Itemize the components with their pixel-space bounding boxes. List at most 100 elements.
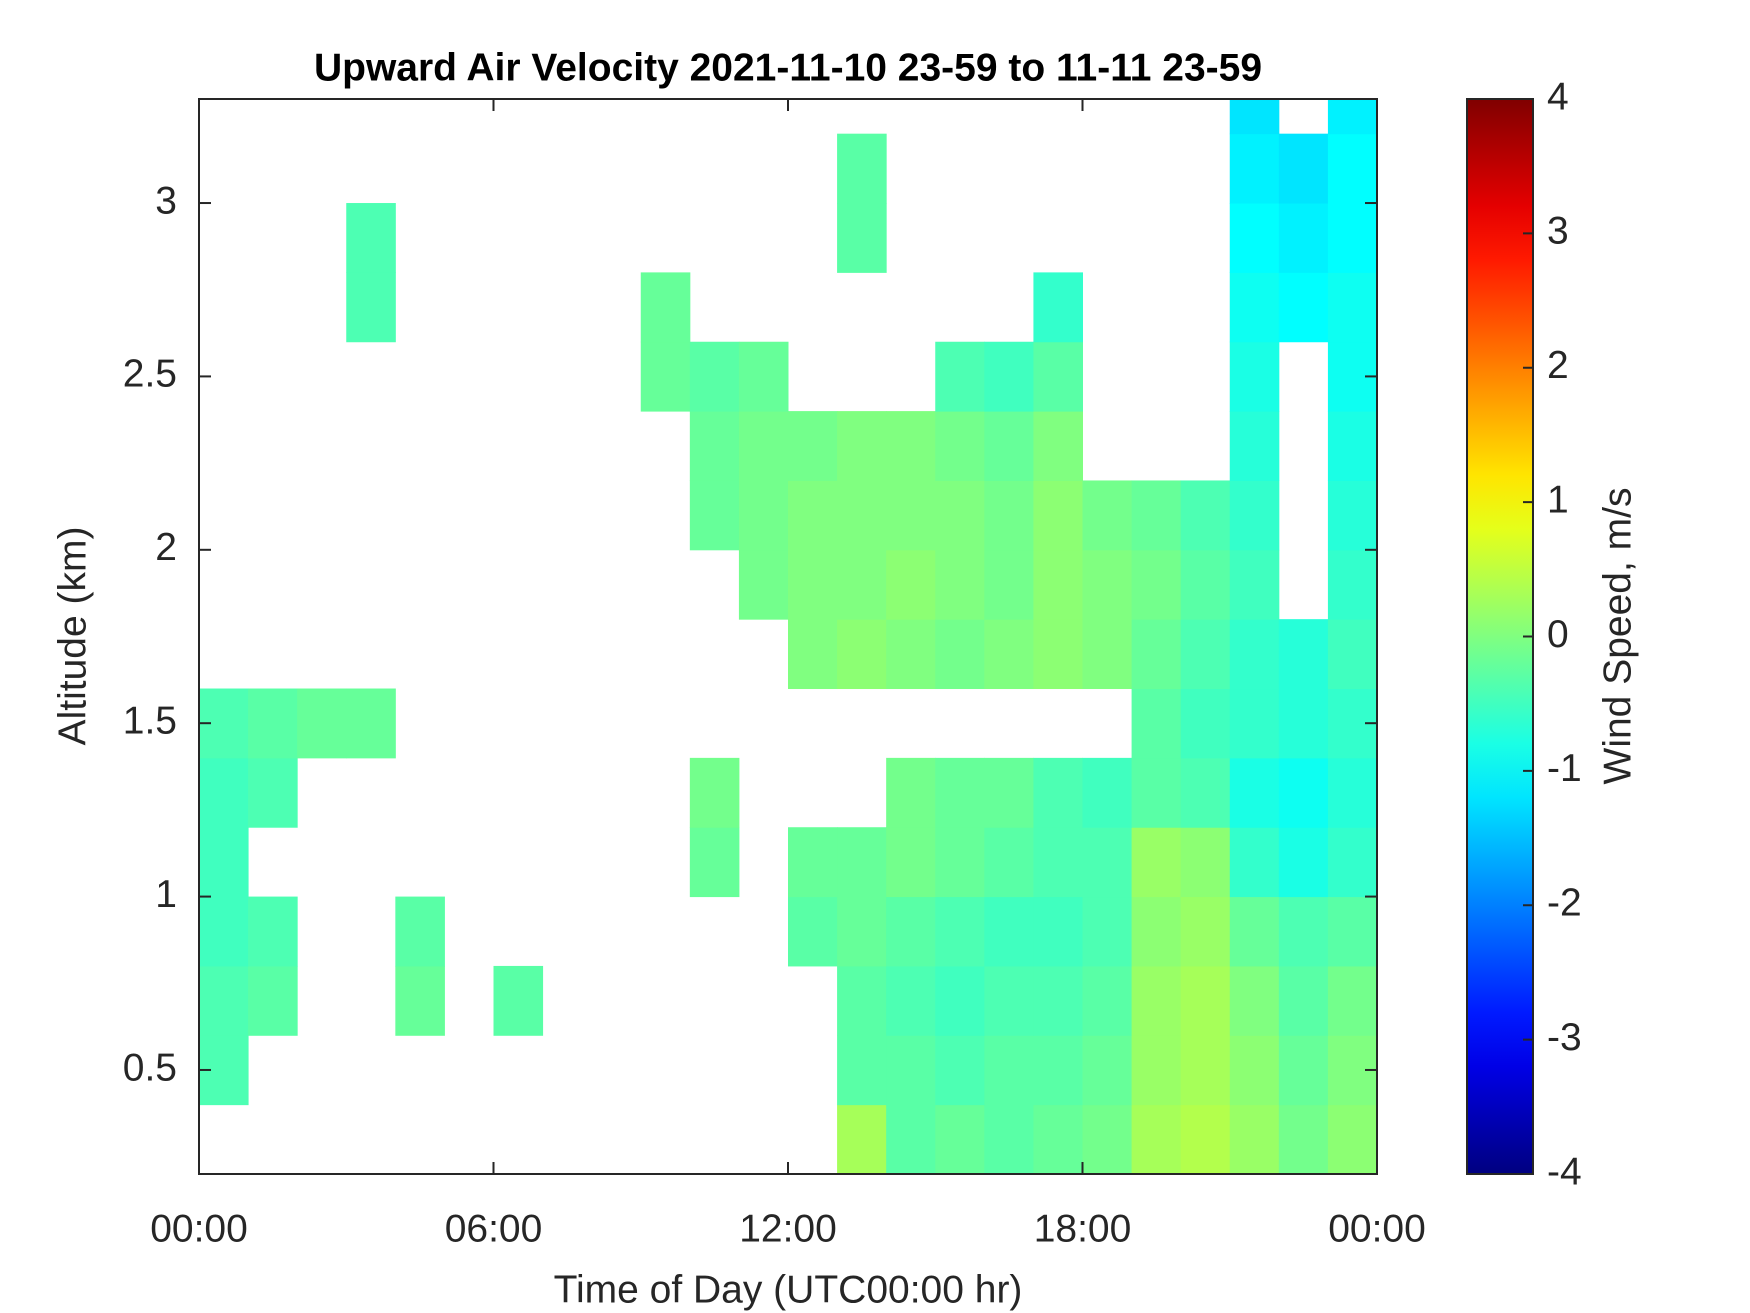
heat-cell [837,549,887,620]
heat-cell [984,341,1034,412]
heat-cell [837,619,887,690]
y-tick-label: 1.5 [123,699,177,742]
heat-cell [493,965,544,1036]
heat-cell [837,480,887,551]
colorbar-tick-label: -3 [1547,1016,1582,1059]
heat-cell [1278,203,1329,273]
y-tick-label: 0.5 [123,1046,177,1089]
heat-cell [346,688,396,759]
heat-cell [1229,1104,1280,1175]
heat-cell [1180,827,1231,898]
heat-cell [788,411,838,481]
x-tick-label: 18:00 [1034,1207,1132,1250]
heat-cell [689,480,740,551]
heat-cell [1180,965,1231,1036]
heat-cell [1327,99,1378,135]
heat-cell [689,757,740,828]
heat-cell [984,619,1034,690]
heat-cell [1229,480,1280,551]
heat-cell [788,480,838,551]
heat-cell [395,965,445,1036]
heat-cell [1180,619,1231,690]
heat-cell [1327,896,1378,967]
heat-cell [689,411,740,481]
heat-cell [248,757,298,828]
heat-cell [1327,1104,1378,1175]
heat-cell [738,341,789,412]
heat-cell [1278,965,1329,1036]
x-tick-label: 00:00 [150,1207,248,1250]
colorbar-label: Wind Speed, m/s [1596,488,1639,785]
heat-cell [1082,619,1133,690]
heat-cell [886,1104,936,1175]
heat-cell [1180,480,1231,551]
heat-cell [984,896,1034,967]
heat-cell [1229,272,1280,343]
heat-cell [886,1035,936,1106]
y-tick-label: 1 [155,873,177,916]
heat-cell [935,757,985,828]
x-tick-label: 06:00 [445,1207,543,1250]
heat-cell [1131,827,1182,898]
heat-cell [1180,549,1231,620]
heat-cell [1082,757,1133,828]
heat-cell [1278,896,1329,967]
heat-cell [689,341,740,412]
heat-cell [1229,1035,1280,1106]
heat-cell [297,688,347,759]
y-axis-label: Altitude (km) [51,527,94,746]
heat-cell [1229,827,1280,898]
heat-cell [640,341,691,412]
heat-cell [1229,757,1280,828]
heat-cell [1033,1035,1083,1106]
colorbar-tick-label: -2 [1547,882,1582,925]
heat-cell [1229,965,1280,1036]
heat-cell [1180,688,1231,759]
heat-cell [837,133,887,204]
x-tick-label: 12:00 [739,1207,837,1250]
heat-cell [837,1035,887,1106]
heat-cell [1327,133,1378,204]
heat-cell [689,827,740,898]
heat-cell [1278,272,1329,343]
heat-cell [1229,99,1280,135]
heat-cell [1033,411,1083,481]
heat-cell [1278,757,1329,828]
heat-cell [1131,965,1182,1036]
heat-cell [1033,896,1083,967]
heat-cell [935,1035,985,1106]
x-axis-label: Time of Day (UTC00:00 hr) [554,1268,1023,1311]
heat-cell [935,896,985,967]
heat-cell [935,480,985,551]
heat-cell [1229,619,1280,690]
heat-cell [1131,688,1182,759]
heat-cell [1327,411,1378,481]
heat-cell [984,1035,1034,1106]
heat-cell [1033,757,1083,828]
heat-cell [346,203,396,273]
heat-cell [1327,203,1378,273]
heat-cell [1278,619,1329,690]
heat-cell [1131,1104,1182,1175]
colorbar [1467,99,1533,1174]
heat-cell [1033,1104,1083,1175]
heat-cell [1131,619,1182,690]
heat-cell [886,480,936,551]
heat-cell [1229,688,1280,759]
heat-cell [1327,965,1378,1036]
heat-cell [1131,896,1182,967]
heat-cell [984,965,1034,1036]
heat-cell [395,896,445,967]
heat-cell [984,1104,1034,1175]
heat-cell [788,827,838,898]
heat-cell [1033,480,1083,551]
heat-cell [1033,619,1083,690]
heat-cell [984,411,1034,481]
heat-cell [886,757,936,828]
heat-cell [837,965,887,1036]
heat-cell [1180,1104,1231,1175]
heat-cell [1082,549,1133,620]
heat-cell [886,619,936,690]
heat-cell [886,827,936,898]
